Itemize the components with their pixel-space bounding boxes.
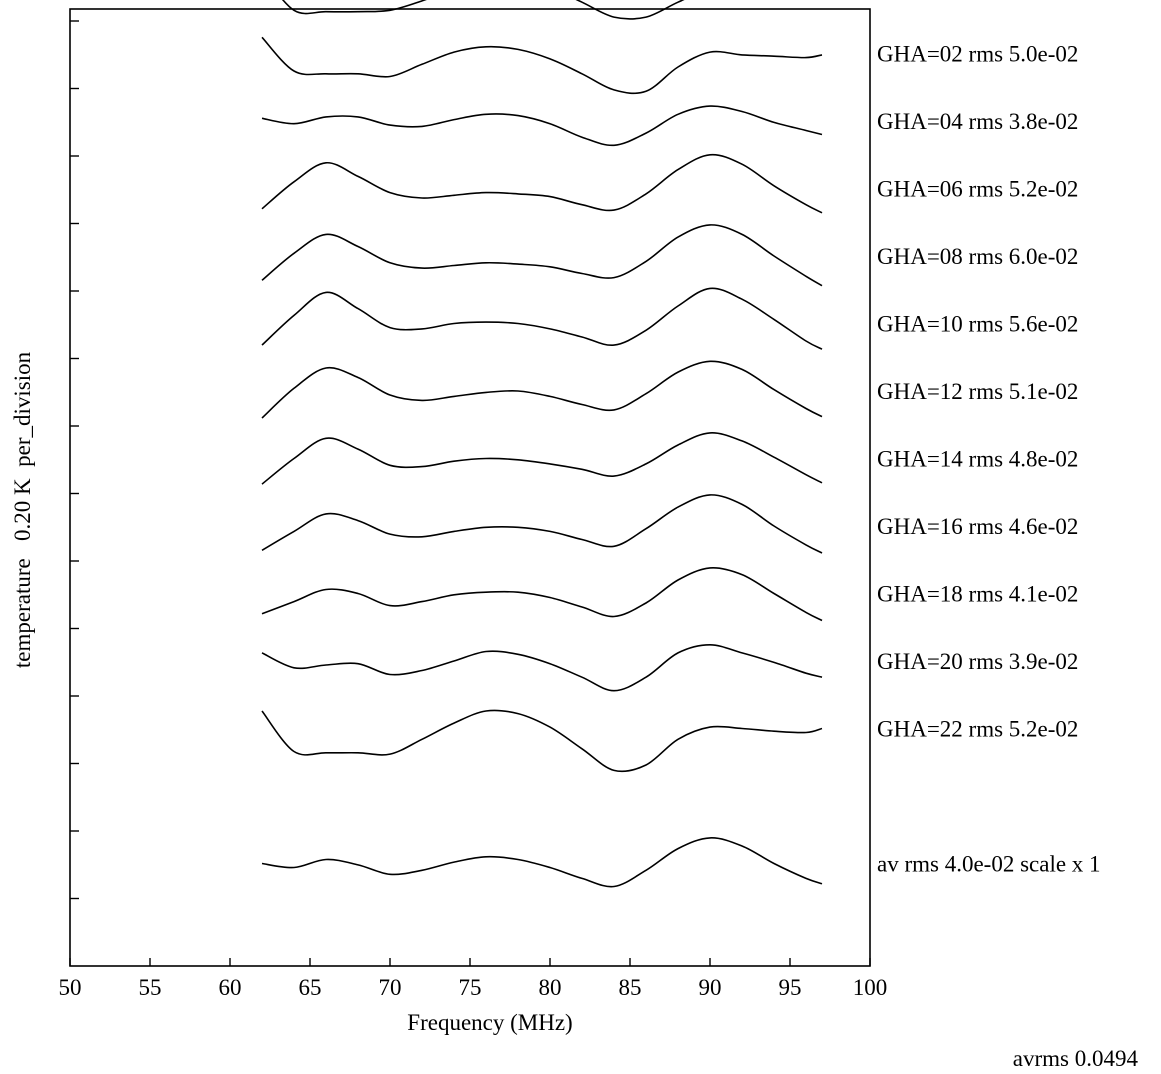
series-line bbox=[261, 566, 823, 622]
series-label: GHA=04 rms 3.8e-02 bbox=[877, 109, 1078, 134]
series-line bbox=[261, 837, 823, 888]
series-label: GHA=02 rms 5.0e-02 bbox=[877, 42, 1078, 67]
plot-frame bbox=[69, 8, 871, 967]
y-axis-title: temperature 0.20 K per_division bbox=[10, 351, 35, 668]
series-line bbox=[261, 105, 823, 147]
series-label: GHA=06 rms 5.2e-02 bbox=[877, 177, 1078, 202]
x-axis-title: Frequency (MHz) bbox=[407, 1010, 572, 1035]
x-tick-label: 85 bbox=[619, 975, 642, 1000]
x-tick-label: 70 bbox=[379, 975, 402, 1000]
series-line bbox=[261, 287, 823, 350]
series-line bbox=[261, 36, 823, 95]
series-label: av rms 4.0e-02 scale x 1 bbox=[877, 852, 1101, 877]
series-line bbox=[261, 643, 823, 692]
x-tick-label: 80 bbox=[539, 975, 562, 1000]
series-line bbox=[261, 494, 823, 554]
series-line bbox=[281, 0, 685, 20]
series-line bbox=[261, 153, 823, 214]
series-label: GHA=22 rms 5.2e-02 bbox=[877, 717, 1078, 742]
series-label: GHA=18 rms 4.1e-02 bbox=[877, 582, 1078, 607]
series-line bbox=[261, 224, 823, 287]
series-label: GHA=10 rms 5.6e-02 bbox=[877, 312, 1078, 337]
x-tick-label: 60 bbox=[219, 975, 242, 1000]
series-label: GHA=20 rms 3.9e-02 bbox=[877, 649, 1078, 674]
x-tick-label: 50 bbox=[59, 975, 82, 1000]
y-axis-ticks bbox=[70, 20, 79, 900]
series-line bbox=[261, 432, 823, 485]
series-line bbox=[261, 709, 823, 773]
series-label: GHA=12 rms 5.1e-02 bbox=[877, 379, 1078, 404]
x-tick-label: 55 bbox=[139, 975, 162, 1000]
series-traces bbox=[261, 0, 823, 888]
x-tick-label: 65 bbox=[299, 975, 322, 1000]
series-label: GHA=14 rms 4.8e-02 bbox=[877, 447, 1078, 472]
x-tick-label: 95 bbox=[779, 975, 802, 1000]
x-tick-label: 100 bbox=[853, 975, 888, 1000]
series-line bbox=[261, 360, 823, 419]
series-label: GHA=08 rms 6.0e-02 bbox=[877, 244, 1078, 269]
avrms-text: avrms 0.0494 bbox=[1013, 1046, 1139, 1071]
x-tick-label: 75 bbox=[459, 975, 482, 1000]
x-axis-ticks: 50 55 60 65 70 75 80 85 90 95 100 bbox=[59, 958, 888, 1000]
series-label: GHA=16 rms 4.6e-02 bbox=[877, 514, 1078, 539]
x-tick-label: 90 bbox=[699, 975, 722, 1000]
